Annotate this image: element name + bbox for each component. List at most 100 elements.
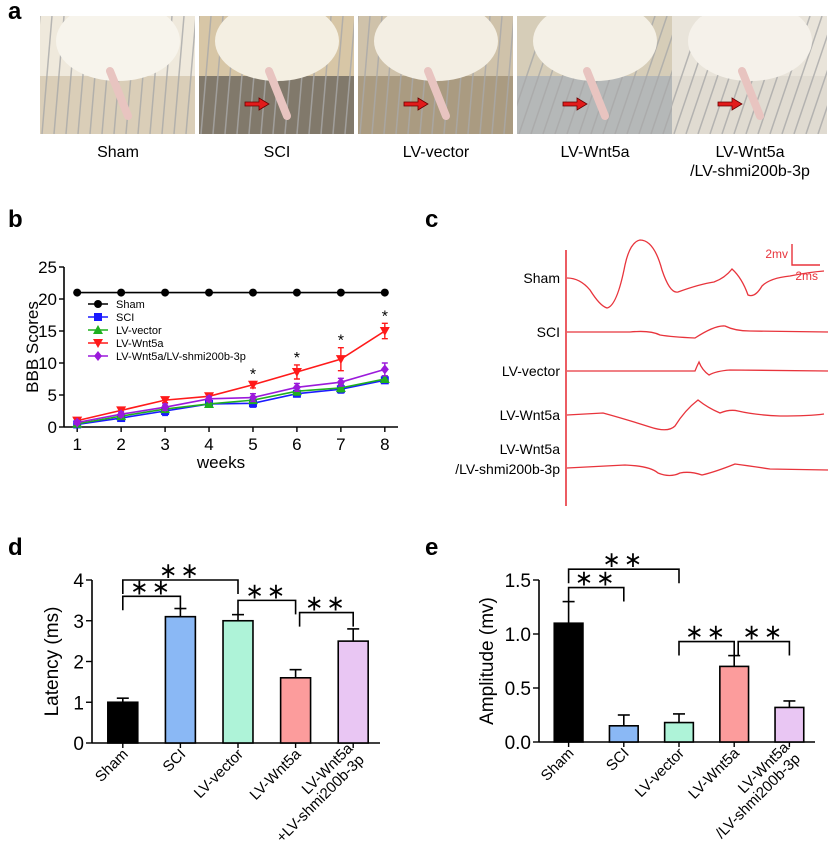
significance-label: ∗∗ <box>602 547 645 572</box>
emg-trace <box>566 239 825 309</box>
data-point <box>93 339 103 348</box>
x-tick-label-line: LV-vector <box>632 745 688 801</box>
y-axis-label: BBB Scores <box>23 301 42 393</box>
x-tick-label-line: LV-Wnt5a <box>247 745 305 803</box>
emg-trace <box>567 325 829 339</box>
data-point <box>335 355 346 365</box>
bar <box>107 701 139 744</box>
significance-star: * <box>250 367 256 384</box>
x-tick-label-line: Sham <box>92 746 132 786</box>
bar <box>222 619 254 744</box>
significance-star: * <box>338 333 344 350</box>
data-point <box>205 393 214 404</box>
legend-label: LV-Wnt5a <box>116 338 164 350</box>
trace-label: LV-Wnt5a <box>500 407 561 423</box>
data-point <box>335 382 346 392</box>
panel-e-letter: e <box>425 534 439 561</box>
rat-photo <box>358 16 513 134</box>
data-point <box>94 313 102 321</box>
data-point <box>94 300 102 308</box>
significance-bracket <box>678 640 735 656</box>
series-lv-wnt5a-lv-shmi200b-3p <box>73 362 389 428</box>
rat-photo <box>672 16 827 134</box>
data-point <box>161 402 170 413</box>
bar <box>719 665 750 743</box>
emg-trace <box>566 463 829 477</box>
panel-d-letter: d <box>8 534 23 561</box>
data-point <box>336 377 345 388</box>
scale-voltage-label: 2mv <box>765 247 788 261</box>
bar <box>663 721 695 743</box>
significance-bracket <box>567 586 625 602</box>
y-axis-label: Latency (ms) <box>42 607 63 717</box>
y-tick-label: 0.0 <box>505 733 531 754</box>
significance-label: ∗∗ <box>742 620 785 645</box>
series-sham <box>73 288 389 297</box>
data-point <box>379 327 390 336</box>
legend-label: SCI <box>116 312 134 324</box>
significance-star: * <box>294 350 300 367</box>
emg-trace <box>567 360 829 376</box>
series-line <box>77 330 386 422</box>
trace-label: Sham <box>523 270 560 286</box>
scale-bar <box>791 244 820 266</box>
trace-label: LV-vector <box>502 363 560 379</box>
bar <box>164 615 197 744</box>
rat-photo <box>40 16 195 134</box>
data-point <box>73 288 82 297</box>
y-tick-label: 0 <box>48 418 57 437</box>
y-tick-label: 3 <box>73 612 84 633</box>
legend-entry: LV-vector <box>88 325 162 337</box>
y-tick-label: 5 <box>48 386 57 405</box>
legend-entry: LV-Wnt5a/LV-shmi200b-3p <box>88 351 246 363</box>
bar <box>608 725 639 743</box>
y-tick-label: 0.5 <box>505 679 531 700</box>
rat-photo <box>199 16 354 134</box>
y-tick-label: 1.0 <box>505 625 531 646</box>
series-line <box>77 379 385 426</box>
x-tick-label-line: Sham <box>538 745 578 785</box>
legend-entry: Sham <box>88 299 145 311</box>
data-point <box>94 351 102 361</box>
data-point <box>247 380 258 390</box>
x-tick-label: LV-Wnt5a/LV-shmi200b-3p <box>712 739 803 842</box>
panel-a-letter: a <box>8 0 22 25</box>
data-point <box>336 288 345 297</box>
data-point <box>160 396 171 406</box>
photo-label: LV-Wnt5a <box>715 144 785 161</box>
y-tick-label: 0 <box>73 734 84 755</box>
x-tick-label: 8 <box>380 435 389 454</box>
x-tick-label-line: SCI <box>603 745 633 775</box>
y-tick-label: 2 <box>73 653 84 674</box>
bar <box>337 640 369 744</box>
x-tick-label: 3 <box>160 435 169 454</box>
series-line <box>77 368 386 424</box>
scale-time-label: 2ms <box>795 269 818 283</box>
trace-label: SCI <box>537 324 560 340</box>
y-tick-label: 10 <box>38 354 57 373</box>
bar <box>279 677 312 744</box>
significance-bracket <box>567 568 680 584</box>
x-tick-label: 4 <box>204 435 213 454</box>
x-tick-label-line: LV-vector <box>191 746 247 802</box>
y-tick-label: 1.5 <box>505 571 531 592</box>
x-tick-label: 5 <box>248 435 257 454</box>
x-tick-label: LV-vector <box>191 746 247 802</box>
amplitude-bar-chart: 0.0 0.5 1.0 1.5 Amplitude (mv) Sham SCI LV-vect… <box>477 547 815 842</box>
x-tick-label-line: LV-Wnt5a <box>685 744 743 802</box>
significance-label: ∗∗ <box>575 566 618 591</box>
x-tick-label: LV-vector <box>632 745 688 801</box>
legend-label: Sham <box>116 299 145 311</box>
data-point <box>380 288 389 297</box>
y-tick-label: 25 <box>38 258 57 277</box>
rat-photo <box>517 16 672 134</box>
x-tick-label: SCI <box>603 745 633 775</box>
emg-trace <box>566 399 825 431</box>
y-tick-label: 1 <box>73 693 84 714</box>
bbb-line-chart: 0 5 10 15 20 25 1 2 3 4 5 6 7 8 weeks BBB Scores * * * * Sha… <box>23 258 398 472</box>
significance-bracket <box>237 599 297 615</box>
legend-label: LV-vector <box>116 325 162 337</box>
data-point <box>93 325 103 334</box>
photo-label: SCI <box>263 144 291 161</box>
x-tick-label-line: SCI <box>160 746 190 776</box>
